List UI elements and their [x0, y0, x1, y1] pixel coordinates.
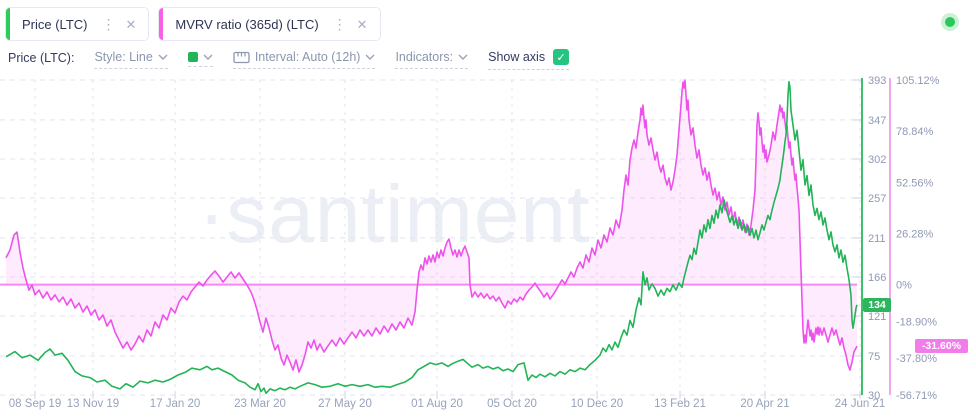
metric-tabbar: Price (LTC) ⋮ ✕ MVRV ratio (365d) (LTC) …: [5, 7, 381, 41]
mvrv-last-value-badge: -31.60%: [915, 339, 968, 353]
style-dropdown[interactable]: Style: Line: [94, 50, 168, 69]
show-axis-checkbox[interactable]: ✓: [553, 49, 570, 65]
live-status-indicator: [941, 13, 959, 31]
color-dropdown[interactable]: [187, 52, 213, 67]
chevron-down-icon: [203, 54, 213, 60]
x-axis-label: 05 Oct 20: [487, 398, 537, 410]
toolbar-metric-prefix: Price (LTC):: [8, 50, 75, 65]
x-axis-label: 23 Mar 20: [234, 398, 286, 410]
mvrv-axis-label: 105.12%: [896, 75, 940, 87]
santiment-watermark: ·santiment: [198, 169, 591, 260]
mvrv-axis-label: 52.56%: [896, 177, 934, 189]
mvrv-accent-bar: [159, 8, 164, 40]
price-accent-bar: [6, 8, 10, 40]
tab-price-label: Price (LTC): [22, 16, 88, 32]
status-dot-icon: [945, 17, 955, 27]
tab-price-ltc[interactable]: Price (LTC) ⋮ ✕: [5, 7, 150, 41]
price-last-value-badge: 134: [863, 298, 891, 312]
interval-dropdown[interactable]: Interval: Auto (12h): [232, 50, 376, 69]
kebab-menu-icon[interactable]: ⋮: [101, 16, 116, 32]
chart-toolbar: Price (LTC): Style: Line Interval: Auto …: [8, 49, 570, 70]
indicators-dropdown-label: Indicators:: [395, 50, 454, 64]
mvrv-axis-label: -56.71%: [896, 390, 937, 402]
show-axis-label: Show axis: [488, 50, 546, 64]
x-axis-label: 27 May 20: [318, 398, 372, 410]
interval-ruler-icon: [233, 51, 250, 63]
price-axis-label: 211: [868, 233, 886, 245]
price-axis-label: 347: [868, 115, 886, 127]
x-axis-label: 01 Aug 20: [411, 398, 463, 410]
mvrv-axis-label: 0%: [896, 280, 912, 292]
chevron-down-icon: [158, 54, 168, 60]
price-axis-label: 257: [868, 193, 886, 205]
price-axis-label: 166: [868, 272, 886, 284]
mvrv-axis-label: -18.90%: [896, 316, 937, 328]
x-axis-label: 13 Feb 21: [654, 398, 706, 410]
price-axis-label: 30: [868, 390, 880, 402]
x-axis-label: 10 Dec 20: [571, 398, 623, 410]
x-axis-label: 17 Jan 20: [150, 398, 201, 410]
x-axis-label: 13 Nov 19: [67, 398, 119, 410]
mvrv-axis-label: 78.84%: [896, 126, 934, 138]
price-axis-label: 121: [868, 311, 886, 323]
close-icon[interactable]: ✕: [356, 16, 368, 32]
mvrv-axis-label: 26.28%: [896, 228, 934, 240]
interval-dropdown-label: Interval: Auto (12h): [254, 50, 361, 64]
price-line: [5, 80, 858, 395]
tab-mvrv-label: MVRV ratio (365d) (LTC): [175, 16, 319, 32]
tab-mvrv-ratio[interactable]: MVRV ratio (365d) (LTC) ⋮ ✕: [158, 7, 381, 41]
price-axis-label: 302: [868, 154, 886, 166]
chevron-down-icon: [458, 54, 468, 60]
close-icon[interactable]: ✕: [125, 16, 137, 32]
style-dropdown-label: Style: Line: [94, 50, 153, 64]
price-axis-label: 393: [868, 75, 886, 87]
mvrv-axis-label: -37.80%: [896, 353, 937, 365]
kebab-menu-icon[interactable]: ⋮: [332, 16, 347, 32]
price-axis-label: 75: [868, 351, 880, 363]
x-axis-label: 24 Jun 21: [835, 398, 886, 410]
x-axis-label: 08 Sep 19: [9, 398, 61, 410]
mvrv-line: [5, 79, 858, 373]
chevron-down-icon: [365, 54, 375, 60]
mvrv-fill-area: [6, 80, 857, 372]
x-axis-label: 20 Apr 21: [740, 398, 789, 410]
line-color-swatch: [187, 52, 198, 62]
show-axis-toggle[interactable]: Show axis ✓: [488, 49, 570, 70]
indicators-dropdown[interactable]: Indicators:: [395, 50, 469, 69]
